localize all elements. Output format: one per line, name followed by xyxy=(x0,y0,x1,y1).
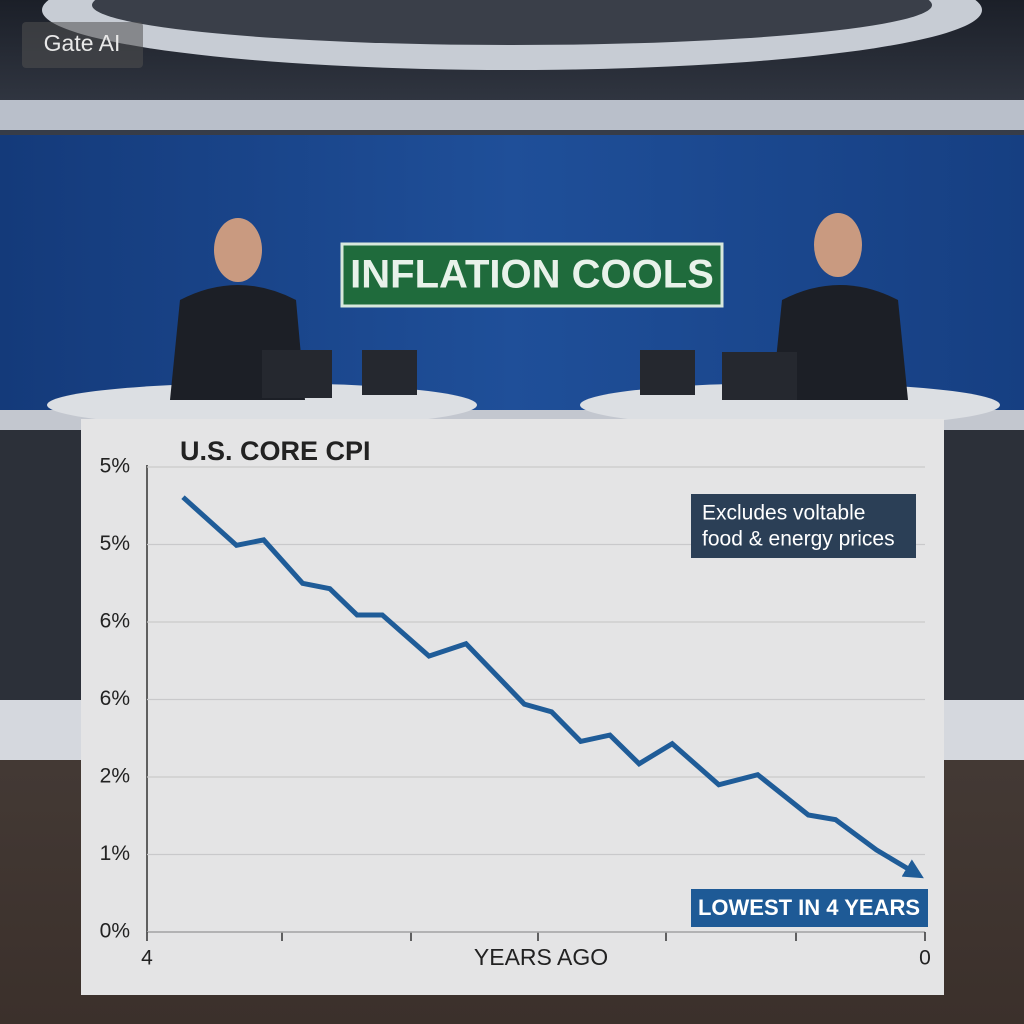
y-tick-label: 5% xyxy=(100,532,130,555)
watermark: Gate AI xyxy=(44,30,121,56)
y-tick-label: 5% xyxy=(100,455,130,478)
x-tick-label: 0 xyxy=(919,947,931,970)
cpi-line xyxy=(181,495,924,879)
anchor-right xyxy=(772,285,908,400)
banner-box xyxy=(340,242,724,308)
laptop xyxy=(640,350,695,395)
x-axis-label: YEARS AGO xyxy=(474,944,608,970)
y-tick-label: 1% xyxy=(100,842,130,865)
anchor-right-head xyxy=(814,213,862,277)
callout: LOWEST IN 4 YEARS xyxy=(698,895,920,920)
watermark-box xyxy=(22,22,143,68)
y-tick-label: 2% xyxy=(100,765,130,788)
banner-text: INFLATION COOLS xyxy=(350,253,714,297)
laptop xyxy=(262,350,332,398)
ceiling-inner xyxy=(92,0,932,45)
x-tick-label: 4 xyxy=(141,947,153,970)
y-tick-label: 6% xyxy=(100,610,130,633)
note-box xyxy=(691,494,916,558)
anchor-left-head xyxy=(214,218,262,282)
chart-title: U.S. CORE CPI xyxy=(180,436,371,466)
minor-ticks xyxy=(281,932,797,941)
note-line: food & energy prices xyxy=(702,528,895,551)
light-band xyxy=(0,100,1024,130)
note-line: Excludes voltable xyxy=(702,502,865,525)
laptop xyxy=(722,352,797,400)
laptop xyxy=(362,350,417,395)
y-tick-label: 6% xyxy=(100,687,130,710)
callout-box xyxy=(691,889,928,927)
y-tick-label: 0% xyxy=(100,920,130,943)
